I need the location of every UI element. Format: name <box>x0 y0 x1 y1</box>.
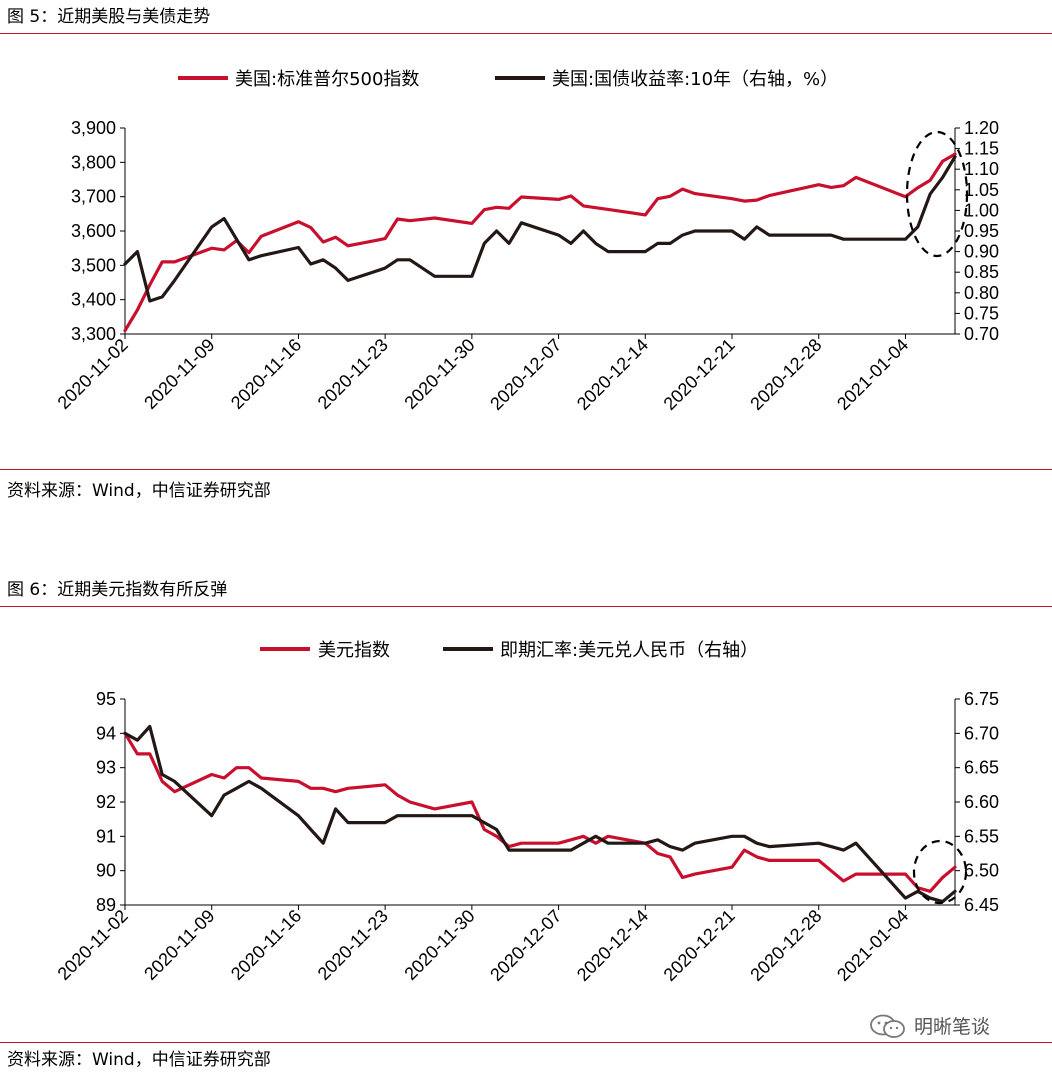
y-left-tick-label: 93 <box>96 758 116 778</box>
figure-5-bottom-rule <box>0 469 1052 470</box>
y-right-tick-label: 6.55 <box>964 826 999 846</box>
figure-6-top-rule <box>0 606 1052 607</box>
figure-6-bottom-rule <box>0 1042 1052 1043</box>
y-right-tick-label: 6.45 <box>964 895 999 915</box>
y-left-tick-label: 95 <box>96 689 116 709</box>
x-tick-label: 2020-12-21 <box>660 335 739 414</box>
watermark-text: 明晰笔谈 <box>914 1016 991 1038</box>
figure-5-chart: 3,3003,4003,5003,6003,7003,8003,9000.700… <box>54 69 1000 414</box>
x-tick-label: 2020-12-14 <box>573 906 652 985</box>
y-left-tick-label: 3,500 <box>71 255 116 275</box>
wechat-icon <box>870 1014 905 1038</box>
y-right-tick-label: 6.50 <box>964 861 999 881</box>
x-tick-label: 2020-12-14 <box>573 335 652 414</box>
y-right-tick-label: 0.75 <box>964 303 999 323</box>
x-tick-label: 2020-12-28 <box>746 335 825 414</box>
x-tick-label: 2021-01-04 <box>833 335 912 414</box>
y-right-tick-label: 6.65 <box>964 758 999 778</box>
y-right-tick-label: 1.20 <box>964 118 999 138</box>
y-left-tick-label: 3,600 <box>71 221 116 241</box>
y-right-tick-label: 6.75 <box>964 689 999 709</box>
figure-5-top-rule <box>0 33 1052 34</box>
x-tick-label: 2020-12-07 <box>486 906 565 985</box>
series-line-left <box>123 731 957 893</box>
x-tick-label: 2020-11-30 <box>400 335 478 413</box>
y-right-tick-label: 0.90 <box>964 242 999 262</box>
y-right-tick-label: 0.85 <box>964 262 999 282</box>
legend-label: 即期汇率:美元兑人民币（右轴） <box>500 640 758 661</box>
x-tick-label: 2020-11-09 <box>140 335 218 413</box>
y-left-tick-label: 3,400 <box>71 290 116 310</box>
legend-label: 美国:标准普尔500指数 <box>235 69 419 90</box>
y-left-tick-label: 3,700 <box>71 187 116 207</box>
x-tick-label: 2020-11-02 <box>54 906 132 984</box>
x-tick-label: 2020-11-16 <box>227 335 305 413</box>
y-left-tick-label: 94 <box>96 723 116 743</box>
x-tick-label: 2020-11-23 <box>314 335 392 413</box>
x-tick-label: 2020-12-07 <box>486 335 565 414</box>
y-left-tick-label: 3,300 <box>71 324 116 344</box>
y-left-tick-label: 91 <box>96 826 116 846</box>
series-line-left <box>123 152 957 333</box>
legend-label: 美国:国债收益率:10年（右轴，%） <box>552 69 838 90</box>
y-left-tick-label: 3,900 <box>71 118 116 138</box>
x-tick-label: 2020-11-23 <box>314 906 392 984</box>
figure-6-title: 图 6：近期美元指数有所反弹 <box>7 580 228 600</box>
highlight-ellipse <box>912 839 968 905</box>
x-tick-label: 2020-11-09 <box>140 906 218 984</box>
figure-6-source: 资料来源：Wind，中信证券研究部 <box>7 1050 271 1070</box>
y-right-tick-label: 1.10 <box>964 159 999 179</box>
x-tick-label: 2020-11-30 <box>400 906 478 984</box>
x-tick-label: 2020-12-21 <box>660 906 739 985</box>
y-right-tick-label: 0.95 <box>964 221 999 241</box>
y-right-tick-label: 0.80 <box>964 283 999 303</box>
x-tick-label: 2020-11-02 <box>54 335 132 413</box>
y-right-tick-label: 0.70 <box>964 324 999 344</box>
y-left-tick-label: 3,800 <box>71 152 116 172</box>
y-right-tick-label: 1.00 <box>964 200 999 220</box>
legend-label: 美元指数 <box>318 640 390 661</box>
watermark: 明晰笔谈 <box>868 1012 990 1039</box>
figure-6-chart: 89 90 91 92 93 94 95 6.45 6.50 6.55 6.60 6.65 6.70 6.… <box>54 640 1000 985</box>
y-left-tick-label: 90 <box>96 861 116 881</box>
x-tick-label: 2021-01-04 <box>833 906 912 985</box>
series-line-right <box>123 724 957 904</box>
y-left-tick-label: 89 <box>96 895 116 915</box>
y-right-tick-label: 1.15 <box>964 139 999 159</box>
y-left-tick-label: 92 <box>96 792 116 812</box>
x-tick-label: 2020-12-28 <box>746 906 825 985</box>
y-right-tick-label: 1.05 <box>964 180 999 200</box>
highlight-ellipse <box>905 130 969 258</box>
figure-5-title: 图 5：近期美股与美债走势 <box>7 7 211 27</box>
x-tick-label: 2020-11-16 <box>227 906 305 984</box>
figure-5-source: 资料来源：Wind，中信证券研究部 <box>7 481 271 501</box>
y-right-tick-label: 6.70 <box>964 723 999 743</box>
y-right-tick-label: 6.60 <box>964 792 999 812</box>
series-line-right <box>123 155 957 303</box>
